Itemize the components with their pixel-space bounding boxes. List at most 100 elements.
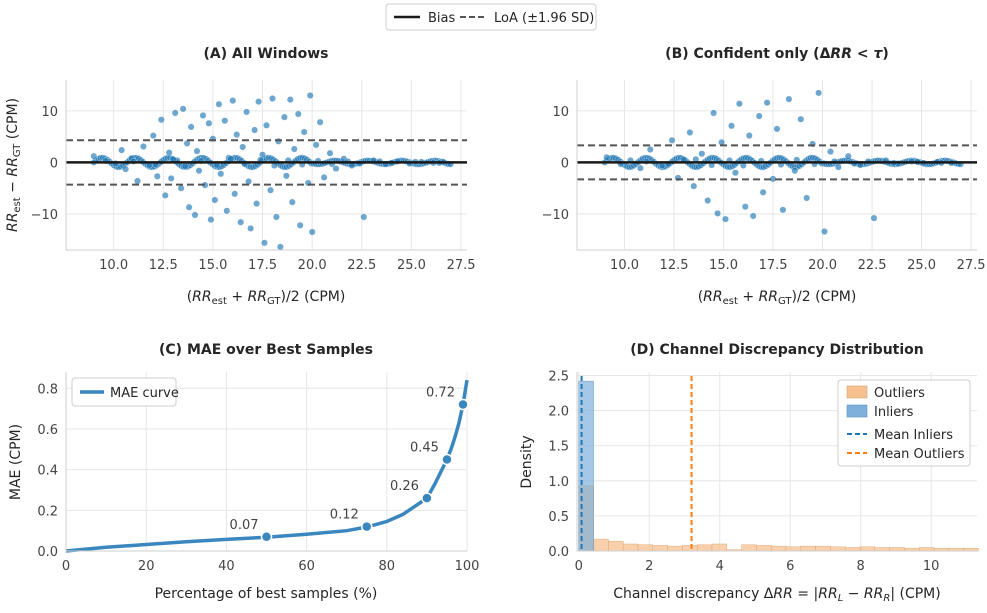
scatter-point — [227, 155, 235, 163]
mae-marker — [260, 531, 273, 543]
scatter-point — [722, 215, 729, 223]
scatter-point — [122, 165, 129, 173]
scatter-point — [205, 119, 213, 127]
panel-d: (D) Channel Discrepancy Distribution 0 2 4… — [519, 342, 979, 604]
histogram-bar-outliers — [889, 547, 905, 552]
scatter-point — [360, 213, 368, 221]
scatter-point — [283, 172, 290, 180]
scatter-point — [779, 206, 787, 214]
scatter-point — [763, 99, 771, 107]
x-tick-label: 40 — [218, 559, 235, 574]
scatter-point — [275, 137, 282, 145]
mae-marker — [457, 398, 469, 411]
scatter-point — [251, 126, 258, 134]
scatter-point — [281, 113, 288, 121]
x-tick-label: 20 — [138, 559, 155, 574]
x-tick-label: 22.5 — [347, 258, 376, 273]
scatter-point — [171, 109, 179, 117]
scatter-point — [193, 147, 201, 155]
mae-marker-label: 0.12 — [330, 508, 359, 523]
y-tick-label: 0 — [50, 156, 58, 171]
scatter-point — [255, 98, 262, 105]
panel-d-legend: Outliers Inliers Mean Inliers Mean Outli… — [837, 379, 971, 467]
scatter-point — [785, 95, 793, 103]
scatter-point — [704, 197, 712, 204]
x-tick-label: 100 — [455, 559, 480, 574]
mae-marker — [361, 520, 373, 533]
x-tick-label: 17.5 — [248, 258, 277, 273]
scatter-point — [261, 239, 268, 247]
scatter-point — [247, 225, 254, 232]
scatter-point — [300, 128, 308, 136]
x-tick-label: 17.5 — [759, 258, 788, 273]
scatter-point — [195, 167, 203, 175]
y-tick-label: 2.5 — [548, 370, 569, 385]
x-tick-label: 22.5 — [858, 258, 887, 273]
x-tick-label: 15.0 — [198, 258, 227, 273]
y-tick-label: 1.0 — [548, 475, 569, 490]
scatter-point — [759, 188, 767, 196]
scatter-point — [153, 172, 161, 180]
x-tick-label: 20.0 — [298, 258, 327, 273]
x-tick-label: 12.5 — [149, 258, 178, 273]
legend-outliers: Outliers — [874, 386, 925, 401]
scatter-point — [239, 143, 247, 151]
y-tick-label: 0.0 — [548, 545, 569, 560]
histogram-bar-outliers — [696, 544, 713, 552]
scatter-point — [637, 164, 644, 172]
legend-mae-curve: MAE curve — [110, 386, 179, 401]
panel-c: (C) MAE over Best Samples 0.07 0.12 0.26 0.… — [8, 342, 479, 602]
legend-mean-inliers: Mean Inliers — [874, 428, 953, 443]
scatter-point — [167, 175, 175, 182]
scatter-point — [308, 228, 316, 236]
scatter-point — [231, 190, 239, 198]
histogram-bar-outliers — [682, 545, 698, 552]
panel-c-xlabel: Percentage of best samples (%) — [155, 586, 378, 602]
mae-marker-label: 0.07 — [230, 518, 259, 533]
scatter-point — [267, 186, 274, 194]
x-tick-label: 60 — [298, 559, 315, 574]
scatter-point — [294, 110, 302, 118]
scatter-point — [223, 207, 231, 215]
scatter-point — [286, 96, 294, 103]
x-tick-label: 25.0 — [907, 258, 936, 273]
scatter-point — [277, 243, 284, 251]
panel-a-title: (A) All Windows — [204, 46, 329, 62]
scatter-point — [90, 152, 98, 160]
scatter-point — [233, 131, 241, 138]
histogram-bar-outliers — [815, 545, 831, 552]
histogram-bar-outliers — [622, 543, 639, 552]
mae-marker-label: 0.26 — [390, 479, 419, 494]
legend-mean-outliers: Mean Outliers — [874, 447, 965, 462]
scatter-point — [844, 152, 852, 160]
panel-c-legend: MAE curve — [71, 377, 179, 407]
scatter-point — [140, 143, 147, 150]
legend-loa-label: LoA (±1.96 SD) — [494, 11, 594, 26]
scatter-point — [243, 108, 250, 116]
panel-b-title: (B) Confident only (ΔRR < τ) — [665, 46, 889, 62]
x-tick-label: 0 — [575, 559, 583, 574]
scatter-point — [736, 100, 743, 108]
scatter-point — [710, 109, 717, 117]
y-tick-label: 0.8 — [37, 382, 58, 397]
scatter-point — [835, 163, 842, 171]
x-tick-label: 20.0 — [808, 258, 837, 273]
histogram-bar-outliers — [770, 545, 787, 552]
y-tick-label: −10 — [31, 208, 58, 223]
scatter-point — [181, 162, 189, 170]
scatter-point — [207, 216, 215, 223]
y-tick-label: 0.4 — [37, 464, 58, 479]
x-tick-label: 2 — [645, 559, 653, 574]
scatter-point — [269, 95, 276, 102]
scatter-point — [229, 97, 237, 104]
scatter-point — [773, 125, 781, 133]
histogram-bar-outliers — [830, 546, 846, 552]
scatter-point — [749, 212, 757, 220]
mae-marker — [441, 453, 453, 466]
scatter-point — [698, 150, 706, 158]
panel-d-ylabel: Density — [519, 435, 535, 488]
scatter-point — [187, 123, 195, 131]
legend-inliers: Inliers — [874, 405, 914, 420]
histogram-bar-outliers — [785, 546, 801, 552]
histogram-bar-outliers — [919, 547, 935, 552]
